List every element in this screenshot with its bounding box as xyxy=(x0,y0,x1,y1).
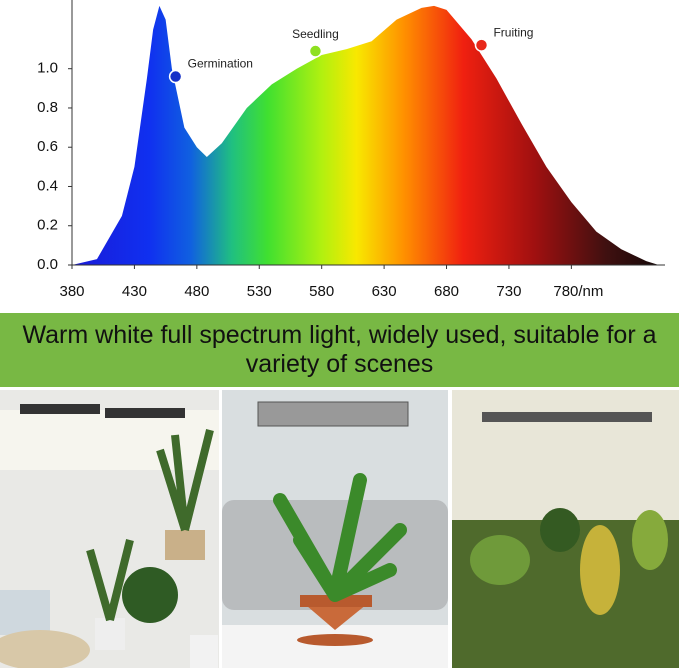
photos xyxy=(0,390,679,668)
y-tick-label: 0.2 xyxy=(37,217,58,234)
banner-text: Warm white full spectrum light, widely u… xyxy=(22,321,657,378)
x-tick-label: 780/nm xyxy=(553,283,603,300)
x-tick-label: 730 xyxy=(496,283,521,300)
annotation-label: Fruiting xyxy=(493,25,533,39)
y-tick-label: 1.0 xyxy=(37,60,58,77)
y-tick-label: 0.8 xyxy=(37,99,58,116)
y-tick-label: 0.6 xyxy=(37,138,58,155)
x-tick-label: 580 xyxy=(309,283,334,300)
y-tick-label: 0.4 xyxy=(37,177,58,194)
saucer xyxy=(297,634,373,646)
annotation-label: Germination xyxy=(188,57,253,71)
x-tick-label: 430 xyxy=(122,283,147,300)
pouf xyxy=(0,630,90,668)
chart: 0.0 0.2 0.4 0.6 0.8 1.0 380 430 480 530 580 630 680 7… xyxy=(37,0,665,300)
lamp xyxy=(105,408,185,418)
spectrum-area xyxy=(72,5,659,266)
leaf xyxy=(540,508,580,552)
annotation-marker xyxy=(308,44,323,58)
x-tick-label: 530 xyxy=(247,283,272,300)
lamp xyxy=(482,412,652,422)
table xyxy=(222,625,448,668)
x-tick-label: 630 xyxy=(372,283,397,300)
basket xyxy=(165,530,205,560)
lamp xyxy=(257,401,409,427)
pot xyxy=(190,635,218,668)
x-tick-label: 680 xyxy=(434,283,459,300)
leaf xyxy=(470,535,530,585)
annotation-marker xyxy=(168,69,183,84)
pot xyxy=(95,618,125,650)
plant xyxy=(122,567,178,623)
annotation-marker xyxy=(474,38,489,52)
leaf xyxy=(580,525,620,615)
sofa xyxy=(222,500,448,610)
plant xyxy=(86,429,214,622)
y-tick-label: 0.0 xyxy=(37,256,58,273)
x-tick-label: 480 xyxy=(184,283,209,300)
annotation-label: Seedling xyxy=(292,27,339,41)
banner: Warm white full spectrum light, widely u… xyxy=(0,313,679,387)
light-glow xyxy=(0,410,219,470)
pillow xyxy=(0,590,50,635)
pot xyxy=(300,600,372,630)
leaf xyxy=(632,510,668,570)
x-tick-label: 380 xyxy=(59,283,84,300)
plant xyxy=(273,473,407,602)
lamp xyxy=(20,404,100,414)
